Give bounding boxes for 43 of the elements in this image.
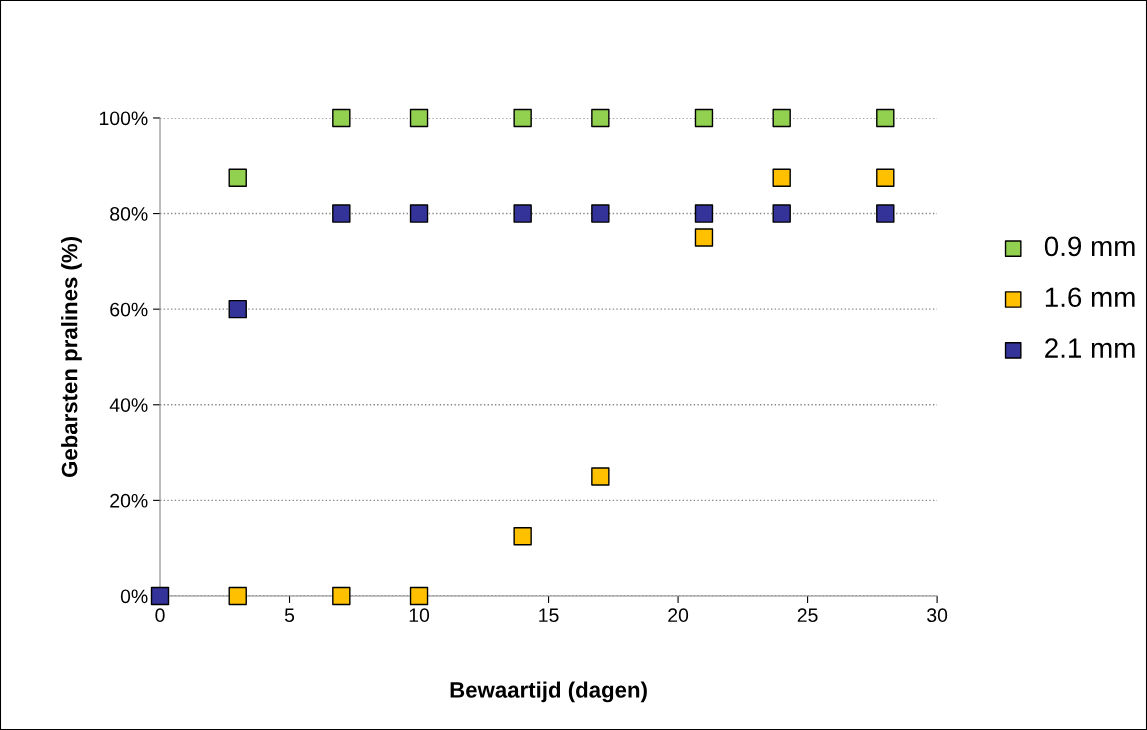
- x-tick-label: 5: [284, 608, 295, 623]
- legend-label: 2.1 mm: [1045, 338, 1135, 358]
- point: [876, 204, 895, 223]
- x-axis-title: Bewaartijd (dagen): [450, 681, 647, 703]
- point: [591, 467, 610, 486]
- point: [332, 586, 351, 606]
- point: [409, 586, 429, 606]
- x-tick-label: 30: [927, 608, 948, 623]
- y-tick-label: 80%: [110, 207, 148, 221]
- point: [772, 168, 791, 187]
- y-tick-label: 60%: [110, 302, 148, 317]
- point: [409, 108, 429, 128]
- point: [513, 204, 532, 223]
- x-tick-label: 20: [668, 608, 689, 623]
- x-tick-label: 25: [797, 608, 818, 623]
- y-tick-label: 0%: [120, 589, 148, 604]
- x-tick-label: 0: [155, 608, 165, 623]
- point: [228, 586, 247, 606]
- point: [876, 108, 895, 128]
- y-tick-label: 100%: [99, 111, 148, 126]
- point: [228, 299, 247, 319]
- point: [591, 204, 610, 223]
- legend-label: 1.6 mm: [1045, 287, 1135, 308]
- point: [409, 204, 429, 223]
- point: [150, 586, 170, 606]
- point: [694, 108, 714, 128]
- x-tick-label: 10: [409, 608, 430, 623]
- legend-label: 0.9 mm: [1044, 236, 1135, 257]
- point: [513, 108, 532, 128]
- point: [513, 527, 532, 546]
- point: [591, 108, 610, 128]
- y-tick-label: 20%: [110, 493, 148, 508]
- point: [772, 204, 791, 223]
- point: [876, 168, 895, 187]
- y-axis-title: Gebarsten pralines (%): [61, 237, 82, 478]
- point: [228, 168, 247, 187]
- point: [772, 108, 791, 128]
- point: [332, 108, 351, 128]
- y-tick-label: 40%: [109, 398, 148, 413]
- x-tick-label: 15: [539, 608, 559, 623]
- point: [694, 228, 714, 247]
- point: [694, 204, 714, 223]
- point: [332, 204, 351, 223]
